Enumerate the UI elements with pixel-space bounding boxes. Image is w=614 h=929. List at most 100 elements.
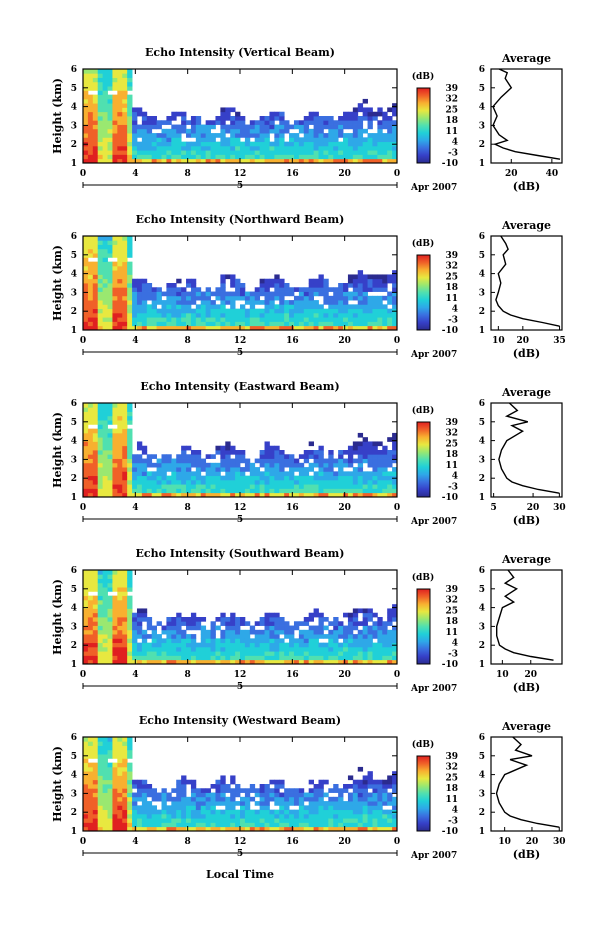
heatmap-cell — [338, 317, 344, 322]
heatmap-cell — [382, 137, 388, 143]
heatmap-cell — [127, 467, 133, 472]
heatmap-cell — [136, 488, 143, 494]
heatmap-cell — [141, 317, 148, 322]
heatmap-cell — [289, 646, 295, 652]
heatmap-cell — [318, 445, 324, 451]
heatmap-cell — [333, 492, 339, 498]
heatmap-cell — [269, 321, 275, 327]
heatmap-cell — [102, 150, 108, 155]
heatmap-cell — [102, 407, 108, 412]
heatmap-cell — [259, 462, 265, 468]
heatmap-cell — [166, 462, 172, 468]
heatmap-cell — [186, 617, 192, 622]
heatmap-cell — [83, 612, 89, 618]
heatmap-cell — [97, 116, 104, 121]
heatmap-cell — [284, 642, 290, 648]
heatmap-cell — [367, 116, 373, 121]
heatmap-cell — [205, 796, 211, 802]
heatmap-cell — [313, 805, 319, 811]
heatmap-cell — [83, 248, 89, 254]
heatmap-cell — [367, 133, 373, 138]
heatmap-cell — [343, 822, 349, 828]
heatmap-cell — [259, 642, 265, 648]
colorbar — [416, 254, 431, 331]
heatmap-cell — [284, 629, 290, 635]
heatmap-cell — [338, 120, 344, 125]
heatmap-cell — [264, 634, 270, 639]
heatmap-cell — [102, 304, 108, 310]
heatmap-cell — [357, 120, 364, 125]
heatmap-cell — [318, 141, 324, 147]
heatmap-cell — [333, 621, 339, 626]
heatmap-cell — [190, 612, 197, 618]
heatmap-cell — [293, 646, 300, 652]
heatmap-cell — [269, 621, 275, 626]
heatmap-cell — [392, 826, 398, 832]
heatmap-cell — [377, 312, 383, 318]
heatmap-cell — [347, 308, 354, 314]
heatmap-cell — [156, 621, 162, 626]
heatmap-cell — [293, 325, 300, 331]
heatmap-cell — [112, 771, 118, 776]
heatmap-cell — [357, 475, 364, 481]
heatmap-cell — [289, 145, 295, 151]
heatmap-cell — [107, 403, 113, 408]
heatmap-cell — [289, 471, 295, 477]
heatmap-cell — [117, 471, 123, 477]
heatmap-cell — [357, 291, 364, 297]
heatmap-cell — [87, 445, 94, 451]
heatmap-cell — [367, 445, 373, 451]
heatmap-cell — [352, 274, 359, 280]
heatmap-cell — [313, 287, 319, 292]
heatmap-cell — [347, 813, 354, 819]
heatmap-cell — [107, 137, 113, 143]
heatmap-cell — [357, 621, 364, 626]
heatmap-cell — [87, 608, 94, 614]
heatmap-cell — [122, 475, 128, 481]
average-y-tick-label: 1 — [479, 326, 485, 336]
heatmap-cell — [102, 420, 108, 425]
y-tick-label: 4 — [71, 103, 77, 113]
heatmap-cell — [230, 642, 236, 648]
heatmap-cell — [92, 248, 99, 254]
heatmap-cell — [387, 107, 393, 113]
heatmap-cell — [122, 805, 128, 811]
heatmap-cell — [343, 788, 349, 793]
heatmap-cell — [372, 145, 378, 151]
heatmap-cell — [308, 805, 314, 811]
heatmap-cell — [347, 651, 354, 656]
heatmap-cell — [387, 154, 393, 160]
heatmap-cell — [112, 124, 118, 130]
heatmap-cell — [387, 488, 393, 494]
heatmap-cell — [308, 287, 314, 292]
heatmap-cell — [166, 792, 172, 798]
heatmap-cell — [195, 655, 202, 661]
heatmap-cell — [127, 754, 133, 759]
heatmap-cell — [333, 801, 339, 806]
heatmap-cell — [141, 116, 148, 121]
heatmap-cell — [303, 629, 310, 635]
heatmap-cell — [264, 124, 270, 130]
heatmap-cell — [176, 278, 182, 284]
heatmap-cell — [289, 141, 295, 147]
heatmap-cell — [190, 291, 197, 297]
heatmap-cell — [298, 629, 305, 635]
heatmap-cell — [151, 479, 157, 485]
heatmap-cell — [269, 809, 275, 815]
heatmap-cell — [240, 295, 246, 301]
heatmap-cell — [328, 621, 334, 626]
heatmap-cell — [284, 492, 290, 498]
heatmap-cell — [171, 150, 177, 155]
heatmap-cell — [97, 420, 104, 425]
heatmap-cell — [318, 154, 324, 160]
heatmap-cell — [382, 625, 388, 631]
heatmap-cell — [367, 492, 373, 498]
heatmap-cell — [132, 308, 138, 314]
heatmap-cell — [112, 420, 118, 425]
heatmap-cell — [127, 762, 133, 768]
heatmap-cell — [362, 826, 368, 832]
heatmap-cell — [284, 788, 290, 793]
heatmap-cell — [97, 321, 104, 327]
average-frame — [490, 736, 563, 832]
heatmap-cell — [102, 240, 108, 245]
